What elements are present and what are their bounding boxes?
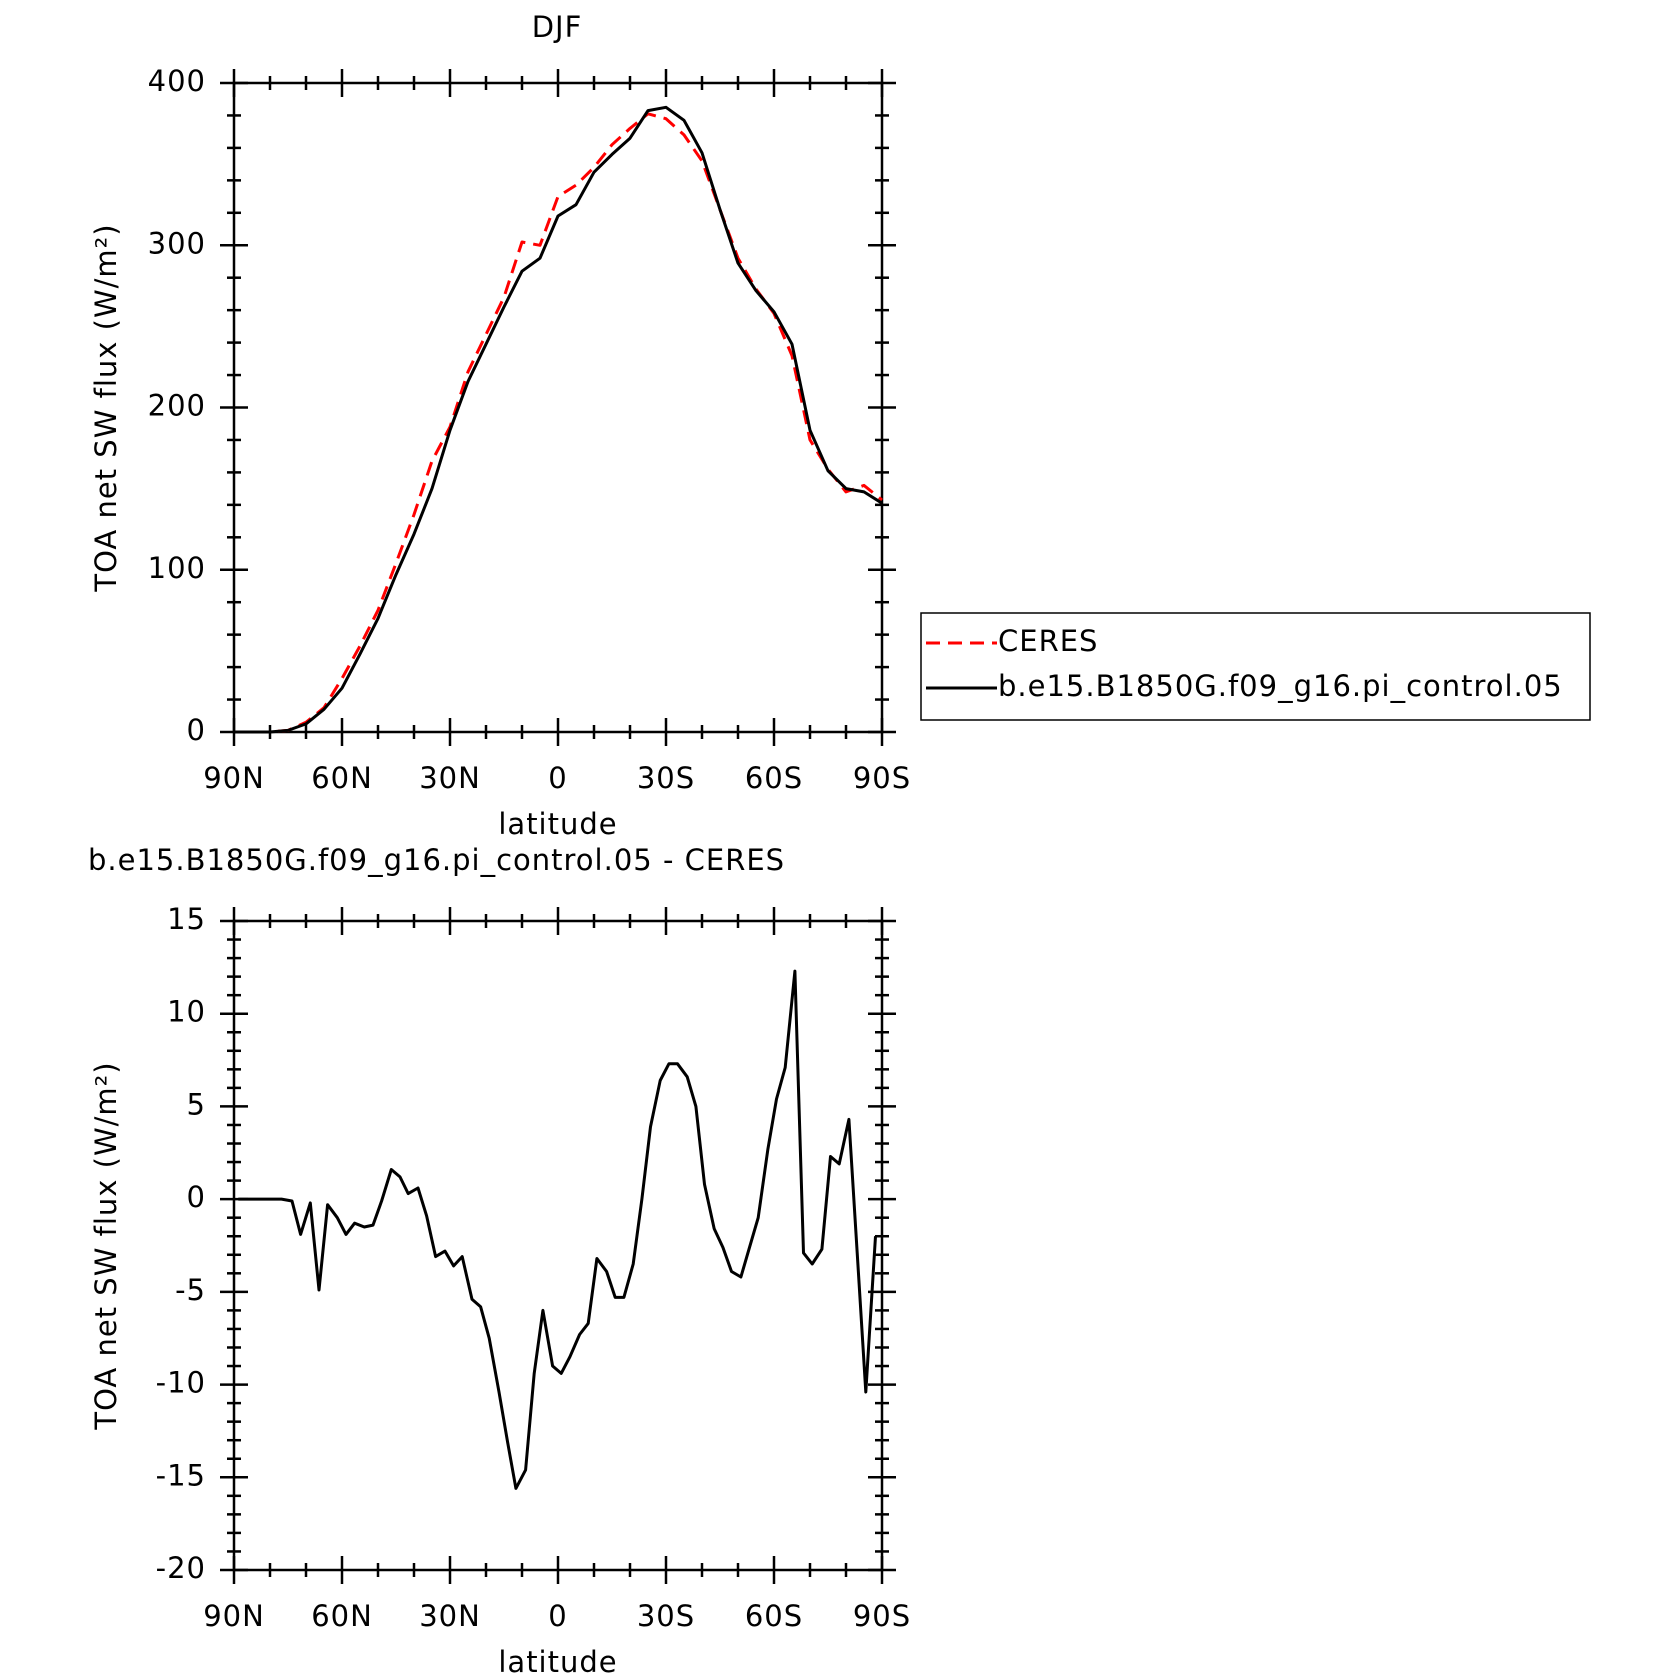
x-tick-label: 90S [853,1599,911,1633]
legend-label: CERES [998,624,1098,658]
y-tick-label: 10 [167,995,206,1029]
chart-title: b.e15.B1850G.f09_g16.pi_control.05 - CER… [88,843,785,877]
y-tick-label: 5 [187,1087,206,1121]
x-tick-label: 0 [548,1599,567,1633]
x-tick-label: 60N [311,761,373,795]
x-tick-label: 90N [203,761,265,795]
x-tick-label: 30S [637,1599,695,1633]
x-tick-label: 90N [203,1599,265,1633]
x-tick-label: 60S [745,1599,803,1633]
y-tick-label: 0 [187,1180,206,1214]
y-tick-label: -10 [156,1366,206,1400]
x-axis-label: latitude [498,1645,617,1679]
x-tick-label: 30S [637,761,695,795]
y-tick-label: -15 [156,1458,206,1492]
legend-box [920,612,1591,721]
x-tick-label: 60N [311,1599,373,1633]
series-line [234,112,883,734]
y-tick-label: 100 [148,551,206,585]
y-axis-label: TOA net SW flux (W/m²) [89,1061,123,1430]
x-axis-label: latitude [498,807,617,841]
y-tick-label: 0 [187,713,206,747]
x-tick-label: 90S [853,761,911,795]
series-line [238,969,877,1490]
y-tick-label: 300 [148,226,206,260]
y-tick-label: -20 [156,1551,206,1585]
y-tick-label: 400 [148,64,206,98]
legend-label: b.e15.B1850G.f09_g16.pi_control.05 [998,669,1563,703]
y-tick-label: 15 [167,902,206,936]
x-tick-label: 30N [419,761,481,795]
y-tick-label: -5 [175,1273,206,1307]
x-tick-label: 60S [745,761,803,795]
plot-frame [232,919,884,1572]
y-tick-label: 200 [148,389,206,423]
y-axis-label: TOA net SW flux (W/m²) [89,223,123,592]
chart-title: DJF [532,10,583,44]
x-tick-label: 0 [548,761,567,795]
x-tick-label: 30N [419,1599,481,1633]
plot-frame [232,81,884,734]
series-line [234,105,883,734]
